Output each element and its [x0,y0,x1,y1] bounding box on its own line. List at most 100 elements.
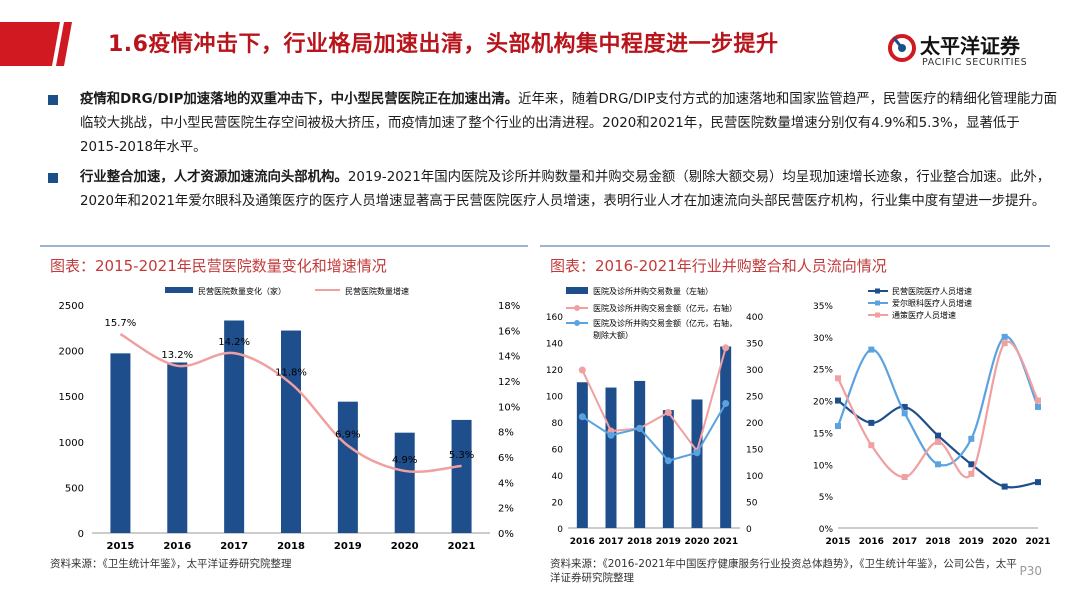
legend-swatch-bar [165,287,193,293]
series-point [968,470,975,477]
y-tick-label: 0% [819,525,834,535]
chart-panel-left: 图表：2015-2021年民营医院数量变化和增速情况 0 500 1000 1500 2… [40,245,528,585]
chart-panel-right: 图表：2016-2021年行业并购整合和人员流向情况 0 20 40 60 80 100 1… [540,245,1050,585]
y-right-tick-label: 50 [746,499,758,509]
data-label: 5.3% [449,450,474,461]
y-right-tick-label: 4% [498,478,514,489]
x-tick-label: 2018 [627,537,652,547]
y-right-tick-label: 350 [746,340,763,350]
series-point [901,403,908,410]
bar [662,410,674,528]
legend-label: 医院及诊所并购交易金额（亿元，右轴） [593,303,737,313]
page-title: 1.6疫情冲击下，行业格局加速出清，头部机构集中程度进一步提升 [108,32,779,57]
y-tick-label: 35% [813,302,833,312]
series-point [636,424,644,432]
y-right-tick-label: 6% [498,453,514,464]
y-right-tick-label: 8% [498,428,514,439]
series-point [868,419,875,426]
bullet-heading: 疫情和DRG/DIP加速落地的双重冲击下，中小型民营医院正在加速出清。 [80,92,519,107]
logo-text: 太平洋证券 [920,34,1020,58]
series-point [1001,340,1008,347]
chart-ma-deals: 0 20 40 60 80 100 120 140 160 0 50 100 150 200 250 300 3… [546,286,764,547]
y-left-tick-label: 2000 [59,347,84,358]
series-point [868,442,875,449]
series-point [607,431,615,439]
y-tick-label: 5% [819,493,834,503]
y-right-tick-label: 12% [498,377,520,388]
x-tick-label: 2019 [656,537,681,547]
series-point [968,435,975,442]
x-tick-label: 2017 [892,537,917,547]
y-tick-label: 20% [813,398,833,408]
chart-title: 图表：2016-2021年行业并购整合和人员流向情况 [550,257,887,275]
legend-marker [875,300,880,306]
y-left-tick-label: 80 [552,419,564,429]
x-tick-label: 2020 [391,541,419,552]
y-left-tick-label: 1500 [59,392,84,403]
series-point [935,461,941,468]
bullet-body: 2019-2021年国内医院及诊所并购数量和并购交易金额（剔除大额交易）均呈现加… [80,170,1051,209]
x-tick-label: 2018 [925,537,950,547]
legend-label: 民营医院医疗人员增速 [892,286,972,296]
x-tick-label: 2017 [598,537,623,547]
series-point [935,438,941,445]
bar [691,399,703,528]
x-tick-label: 2019 [959,537,984,547]
x-tick-label: 2021 [448,541,476,552]
legend-label: 民营医院数量变化（家） [198,286,286,296]
y-right-tick-label: 14% [498,352,520,363]
x-tick-label: 2015 [825,537,850,547]
bullet-square-icon [48,173,58,183]
series-point [1035,479,1041,486]
legend-label: 通策医疗人员增速 [892,310,956,320]
legend-label: 医院及诊所并购交易数量（左轴） [593,286,713,296]
series-point [578,366,586,374]
bar [451,419,472,533]
bar [224,320,245,533]
series-line [836,335,1040,467]
chart-source-right: 资料来源：《2016-2021年中国医疗健康服务行业投资总体趋势》，《卫生统计年… [550,558,1017,584]
y-tick-label: 15% [813,429,833,439]
y-right-tick-label: 150 [746,446,763,456]
data-label: 11.8% [275,368,307,379]
x-tick-label: 2016 [859,537,884,547]
legend-label: 医院及诊所并购交易金额（亿元，右轴， [593,318,737,328]
page-number: P30 [1019,564,1042,578]
y-left-tick-label: 500 [65,483,84,494]
y-right-tick-label: 250 [746,393,763,403]
x-tick-label: 2021 [1025,537,1050,547]
bullet-item: 行业整合加速，人才资源加速流向头部机构。2019-2021年国内医院及诊所并购数… [48,166,1058,214]
y-tick-label: 10% [813,461,833,471]
series-point [968,461,975,468]
x-tick-label: 2016 [163,541,191,552]
bullet-body: 近年来，随着DRG/DIP支付方式的加速落地和国家监管趋严，民营医疗的精细化管理… [80,92,1058,155]
series-point [901,474,908,481]
y-right-tick-label: 0% [498,529,514,540]
x-tick-label: 2021 [713,537,738,547]
panel-divider [40,245,528,247]
series-line [581,347,727,454]
x-tick-label: 2019 [334,541,362,552]
legend-marker [875,288,880,294]
y-left-tick-label: 0 [78,529,84,540]
bar [605,387,617,528]
legend-swatch-bar [566,287,588,294]
y-left-tick-label: 120 [546,366,563,376]
x-tick-label: 2020 [684,537,709,547]
series-point [664,408,672,416]
y-tick-label: 25% [813,366,833,376]
series-point [835,423,841,430]
y-right-tick-label: 200 [746,419,763,429]
y-right-tick-label: 400 [746,313,763,323]
chart-title: 图表：2015-2021年民营医院数量变化和增速情况 [50,257,387,275]
x-tick-label: 2016 [570,537,595,547]
bar [337,401,358,533]
bullet-item: 疫情和DRG/DIP加速落地的双重冲击下，中小型民营医院正在加速出清。近年来，随… [48,88,1058,160]
bar [634,380,646,528]
y-left-tick-label: 20 [552,499,564,509]
series-point [722,344,730,352]
x-tick-label: 2020 [992,537,1017,547]
y-left-tick-label: 160 [546,313,563,323]
y-right-tick-label: 0 [746,525,752,535]
chart-staff-growth: 0% 5% 10% 15% 20% 25% 30% 35% 2015 2016 2017 2018 20… [813,286,1050,547]
